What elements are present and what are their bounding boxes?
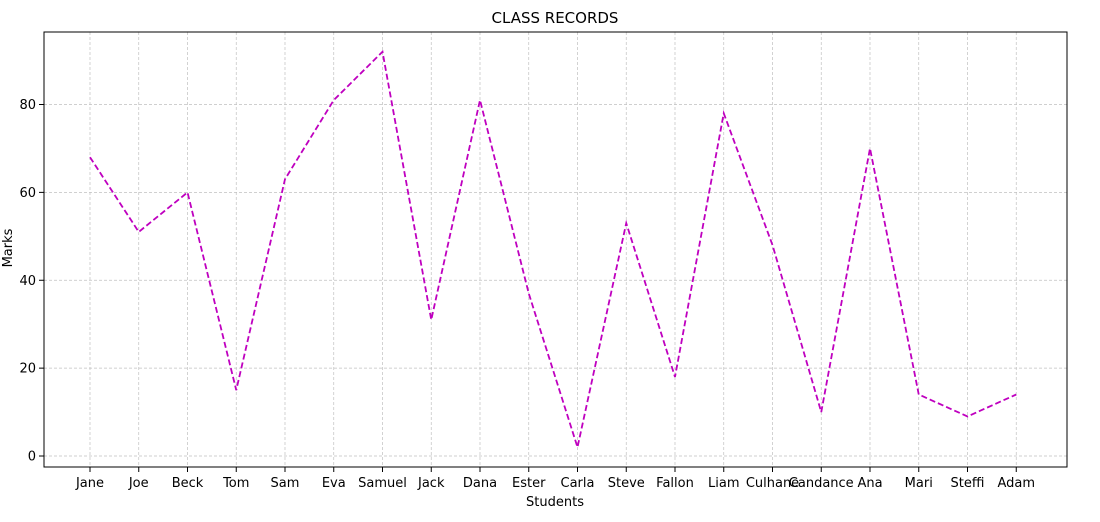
- x-tick-label: Jack: [417, 476, 445, 491]
- series-line: [89, 49, 1017, 451]
- x-tick-label: Adam: [997, 476, 1035, 491]
- y-tick-label: 60: [19, 186, 36, 201]
- plot-area-frame: [43, 31, 1068, 468]
- x-tick-label: Steve: [608, 476, 645, 491]
- x-tick-label: Liam: [708, 476, 739, 491]
- x-tick-label: Ester: [512, 476, 546, 491]
- x-tick-label: Samuel: [358, 476, 407, 491]
- y-tick-label: 20: [19, 362, 36, 377]
- x-tick-label: Joe: [128, 476, 149, 491]
- x-tick-label: Tom: [222, 476, 249, 491]
- x-tick-label: Sam: [271, 476, 300, 491]
- y-tick-label: 80: [19, 98, 36, 113]
- y-tick-label: 0: [28, 450, 36, 465]
- y-axis-label: Marks: [1, 228, 16, 267]
- x-tick-label: Eva: [322, 476, 346, 491]
- x-tick-label: Mari: [905, 476, 933, 491]
- x-tick-label: Beck: [172, 476, 204, 491]
- grid-lines: [44, 32, 1067, 467]
- x-tick-label: Dana: [463, 476, 497, 491]
- x-axis-ticks: Jane Joe Beck Tom Sam Eva Samuel Jack Dana Ester C…: [75, 467, 1035, 491]
- x-tick-label: Culhane: [746, 476, 799, 491]
- x-tick-label: Candance: [789, 476, 854, 491]
- x-tick-label: Jane: [75, 476, 104, 491]
- chart-title: CLASS RECORDS: [492, 9, 619, 27]
- x-tick-label: Ana: [857, 476, 882, 491]
- y-axis-ticks: 0 20 40 60 80: [19, 98, 44, 465]
- x-tick-label: Carla: [561, 476, 595, 491]
- x-axis-label: Students: [526, 495, 584, 510]
- x-tick-label: Steffi: [951, 476, 985, 491]
- y-tick-label: 40: [19, 274, 36, 289]
- series-layer: [89, 49, 1017, 451]
- x-tick-label: Fallon: [656, 476, 694, 491]
